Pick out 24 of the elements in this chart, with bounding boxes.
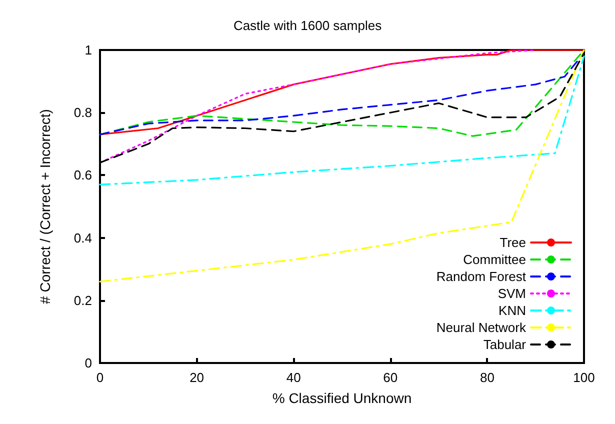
y-axis-title: # Correct / (Correct + Incorrect) [37, 109, 53, 304]
line-series [99, 49, 585, 282]
x-axis-title: % Classified Unknown [272, 390, 412, 406]
y-tick-label: 0.8 [74, 105, 92, 120]
chart-title: Castle with 1600 samples [233, 18, 382, 33]
legend-label: Committee [463, 252, 526, 267]
legend-label: Neural Network [436, 320, 526, 335]
legend-label: SVM [498, 286, 526, 301]
x-tick-label: 80 [480, 370, 494, 385]
x-tick-label: 60 [383, 370, 398, 385]
y-tick-label: 0.6 [74, 168, 92, 183]
x-tick-label: 40 [286, 370, 301, 385]
x-tick-label: 20 [190, 370, 204, 385]
y-tick-label: 0 [84, 356, 92, 370]
x-tick-label: 0 [96, 370, 104, 385]
y-tick-label: 1 [84, 42, 92, 58]
legend-label: Tabular [483, 337, 527, 352]
line-series [99, 55, 585, 186]
legend-label: Tree [500, 235, 526, 250]
x-tick-label: 100 [573, 370, 595, 385]
legend-label: Random Forest [436, 269, 526, 284]
legend-label: KNN [498, 303, 526, 318]
y-tick-label: 0.4 [74, 230, 92, 246]
y-tick-label: 0.2 [74, 292, 92, 308]
